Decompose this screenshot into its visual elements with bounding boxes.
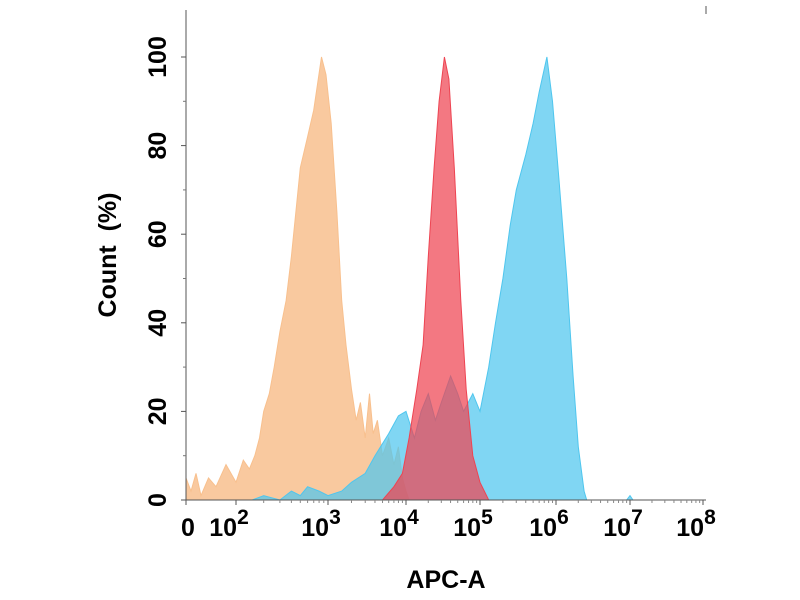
x-axis-label: APC-A: [406, 566, 485, 594]
x-tick-label: 106: [529, 506, 569, 542]
x-tick-label: 103: [301, 506, 341, 542]
x-tick-label: 107: [603, 506, 643, 542]
y-tick-label: 100: [144, 36, 172, 78]
x-tick-label: 104: [379, 506, 419, 542]
y-tick-label: 40: [144, 309, 172, 337]
y-tick-label: 0: [144, 493, 172, 507]
histogram-series-0: [185, 56, 410, 501]
x-tick-label: 108: [676, 506, 716, 542]
y-tick-label: 80: [144, 132, 172, 160]
axes-layer: 0 20 40 60 80 100 0 102 103 104 105 106 107 108: [144, 6, 716, 542]
x-tick-label: 0: [181, 514, 195, 542]
y-tick-label: 20: [144, 397, 172, 425]
x-tick-label: 105: [453, 506, 493, 542]
series-layer: [185, 56, 634, 501]
histogram-series-2: [381, 56, 490, 501]
x-tick-label: 102: [209, 506, 249, 542]
y-tick-label: 60: [144, 220, 172, 248]
histogram-series-1: [252, 56, 634, 501]
y-axis-label: Count (%): [94, 193, 122, 318]
